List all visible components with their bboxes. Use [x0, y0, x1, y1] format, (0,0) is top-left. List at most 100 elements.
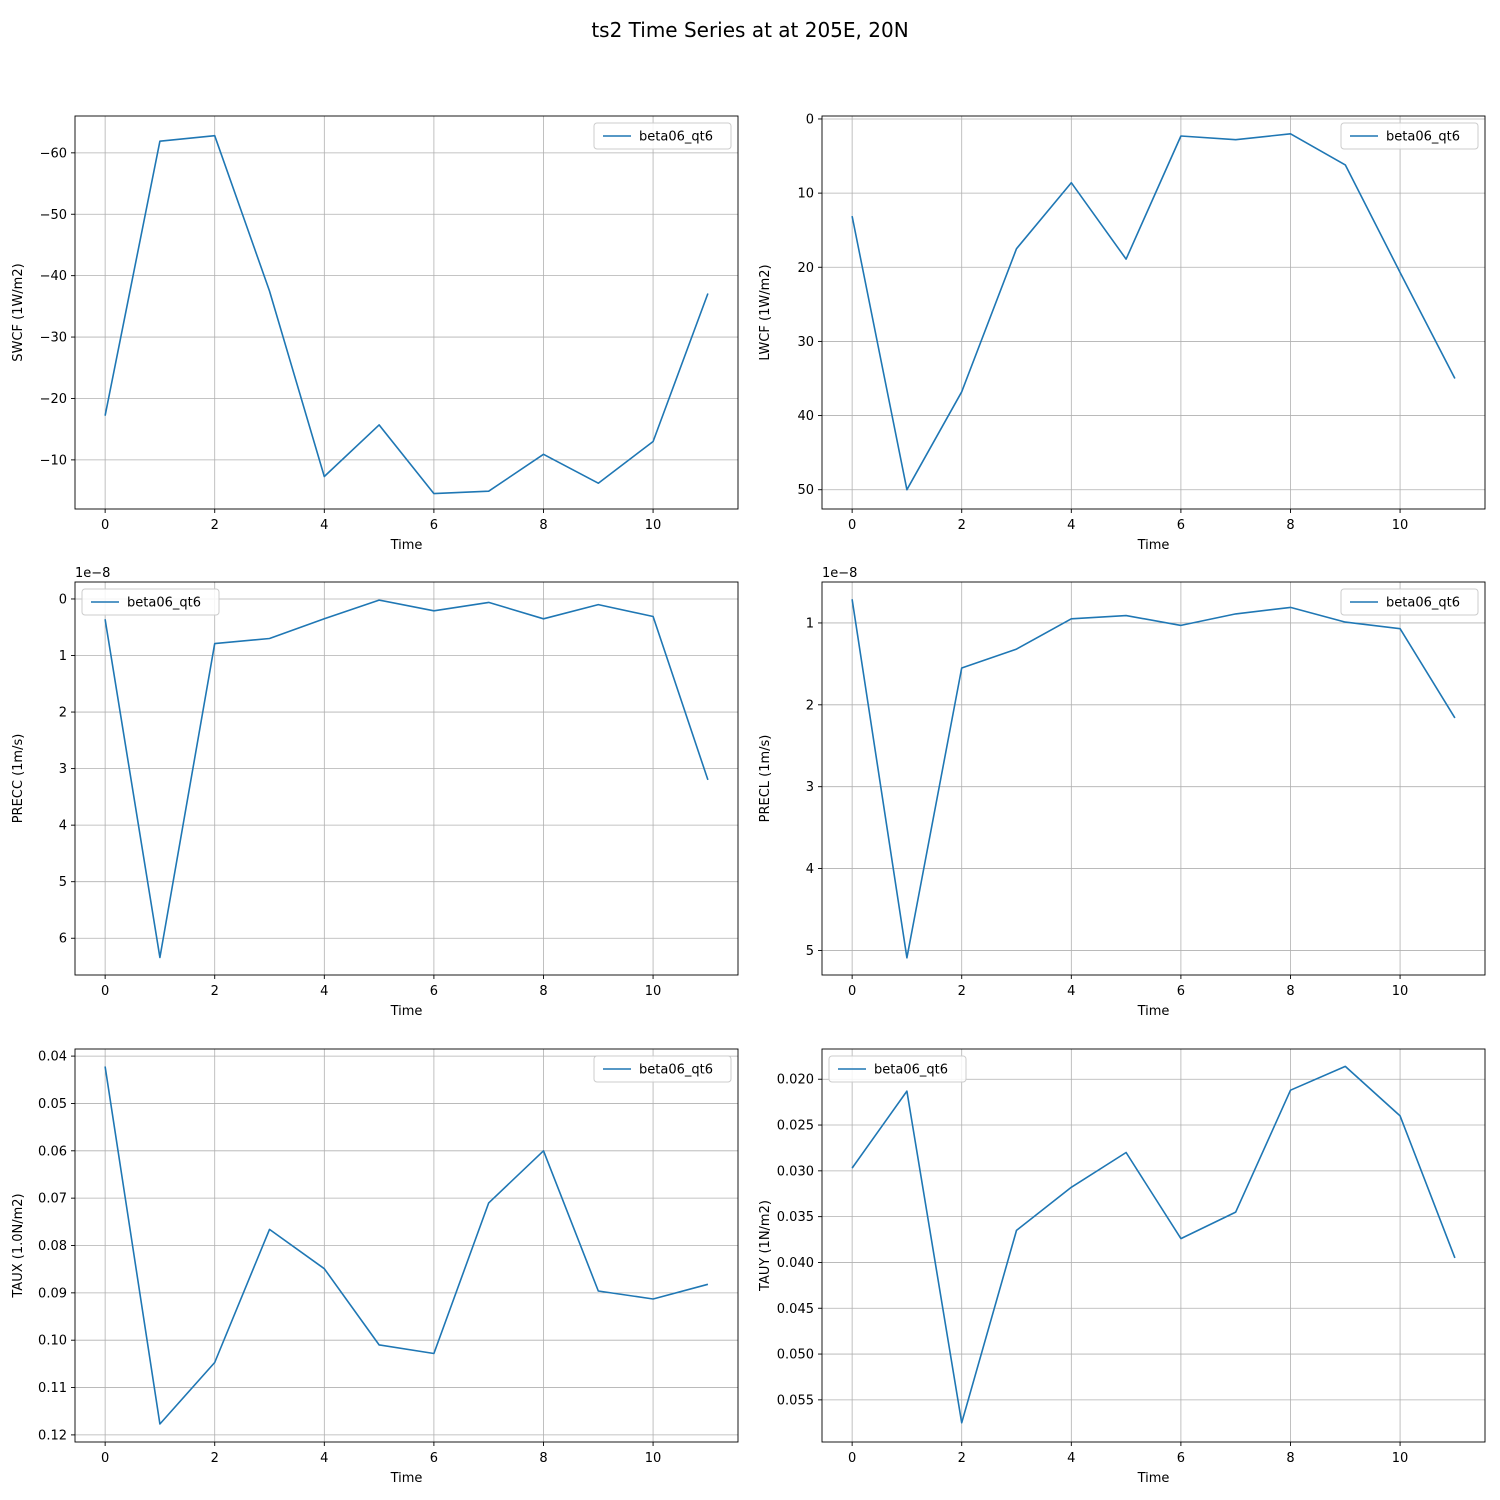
- y-tick-label: −10: [40, 453, 67, 468]
- series-line: [104, 134, 709, 495]
- legend-label: beta06_qt6: [874, 1063, 948, 1078]
- y-tick-label: 0.055: [777, 1393, 814, 1408]
- x-axis-label: Time: [1137, 538, 1170, 553]
- x-tick-label: 4: [1067, 518, 1075, 533]
- y-tick-label: 0.12: [38, 1428, 67, 1443]
- axes-frame: [821, 1048, 1486, 1443]
- y-tick-label: 3: [806, 780, 814, 795]
- y-tick-label: 10: [797, 187, 814, 202]
- x-tick-label: 0: [101, 1451, 109, 1466]
- legend-label: beta06_qt6: [1386, 596, 1460, 611]
- legend-box: [81, 588, 220, 616]
- legend-label: beta06_qt6: [639, 130, 713, 145]
- axes-frame: [821, 115, 1486, 510]
- subplot-2: 0 2 4 6 8 10 0 10 20 30 40 50 Time LWCF (1W/m2) beta06…: [758, 112, 1486, 553]
- legend-box: [828, 1055, 967, 1083]
- series-line: [851, 599, 1456, 959]
- x-tick-label: 2: [958, 518, 966, 533]
- legend: beta06_qt6: [1340, 588, 1479, 616]
- y-tick-label: 0.04: [38, 1050, 67, 1065]
- axes-frame: [74, 115, 739, 510]
- x-tick-label: 6: [430, 518, 438, 533]
- x-tick-label: 8: [1286, 984, 1294, 999]
- y-tick-label: −20: [40, 392, 67, 407]
- x-tick-label: 2: [958, 1451, 966, 1466]
- x-tick-label: 2: [211, 518, 219, 533]
- y-tick-label: 0.025: [777, 1119, 814, 1134]
- x-tick-label: 8: [539, 518, 547, 533]
- y-tick-label: −50: [40, 208, 67, 223]
- x-axis-label: Time: [390, 1004, 423, 1019]
- y-tick-label: 0.045: [777, 1302, 814, 1317]
- series-line: [104, 1066, 709, 1425]
- legend: beta06_qt6: [593, 1055, 732, 1083]
- x-tick-label: 6: [1177, 1451, 1185, 1466]
- x-tick-label: 10: [645, 1451, 662, 1466]
- y-tick-label: 0: [806, 112, 814, 127]
- y-tick-label: 1: [806, 616, 814, 631]
- subplot-6: 0 2 4 6 8 10 0.020 0.025 0.030 0.035 0.040 0.045 0.0…: [758, 1048, 1486, 1486]
- x-tick-label: 4: [320, 984, 328, 999]
- y-tick-label: 0.040: [777, 1256, 814, 1271]
- y-tick-label: 6: [59, 932, 67, 947]
- x-tick-label: 6: [1177, 518, 1185, 533]
- x-tick-label: 8: [539, 1451, 547, 1466]
- x-tick-label: 10: [1392, 1451, 1409, 1466]
- x-tick-label: 0: [101, 984, 109, 999]
- legend-box: [593, 122, 732, 150]
- x-tick-label: 2: [211, 1451, 219, 1466]
- legend-label: beta06_qt6: [127, 596, 201, 611]
- y-tick-label: 4: [59, 819, 67, 834]
- legend-box: [1340, 122, 1479, 150]
- x-tick-label: 8: [1286, 1451, 1294, 1466]
- y-tick-label: 40: [797, 409, 814, 424]
- x-tick-label: 4: [1067, 984, 1075, 999]
- series-line: [104, 599, 709, 959]
- y-tick-label: 0.09: [38, 1286, 67, 1301]
- legend: beta06_qt6: [81, 588, 220, 616]
- legend: beta06_qt6: [828, 1055, 967, 1083]
- y-tick-label: 2: [806, 698, 814, 713]
- y-tick-label: −40: [40, 269, 67, 284]
- subplot-1: 0 2 4 6 8 10 −10 −20 −30 −40 −50 −60 Time SWCF (1W/m2…: [11, 115, 739, 553]
- y-axis-label: TAUX (1.0N/m2): [11, 1193, 26, 1298]
- x-tick-label: 0: [101, 518, 109, 533]
- x-tick-label: 10: [645, 984, 662, 999]
- y-tick-label: 30: [797, 335, 814, 350]
- y-tick-label: 0.08: [38, 1239, 67, 1254]
- y-axis-label: PRECL (1m/s): [758, 735, 773, 823]
- x-tick-label: 10: [645, 518, 662, 533]
- x-axis-label: Time: [390, 538, 423, 553]
- series-line: [851, 1065, 1456, 1424]
- legend-box: [1340, 588, 1479, 616]
- y-tick-label: 0.05: [38, 1097, 67, 1112]
- y-tick-label: 0.050: [777, 1348, 814, 1363]
- y-axis-label: LWCF (1W/m2): [758, 264, 773, 360]
- axes-frame: [74, 581, 739, 976]
- subplot-5: 0 2 4 6 8 10 0.04 0.05 0.06 0.07 0.08 0.09 0.10 0.11 0…: [11, 1048, 739, 1486]
- x-tick-label: 8: [539, 984, 547, 999]
- y-tick-label: 0.035: [777, 1210, 814, 1225]
- offset-text: 1e−8: [822, 566, 857, 581]
- x-tick-label: 4: [320, 1451, 328, 1466]
- y-tick-label: 5: [806, 944, 814, 959]
- legend-box: [593, 1055, 732, 1083]
- y-tick-label: 5: [59, 875, 67, 890]
- y-tick-label: 2: [59, 706, 67, 721]
- y-tick-label: 0.030: [777, 1164, 814, 1179]
- x-tick-label: 4: [1067, 1451, 1075, 1466]
- x-axis-label: Time: [1137, 1004, 1170, 1019]
- x-tick-label: 0: [848, 518, 856, 533]
- offset-text: 1e−8: [75, 566, 110, 581]
- y-tick-label: −30: [40, 331, 67, 346]
- x-tick-label: 10: [1392, 518, 1409, 533]
- x-axis-label: Time: [1137, 1471, 1170, 1486]
- x-tick-label: 4: [320, 518, 328, 533]
- y-axis-label: PRECC (1m/s): [11, 734, 26, 824]
- y-tick-label: 1: [59, 649, 67, 664]
- legend: beta06_qt6: [593, 122, 732, 150]
- series-line: [851, 133, 1456, 491]
